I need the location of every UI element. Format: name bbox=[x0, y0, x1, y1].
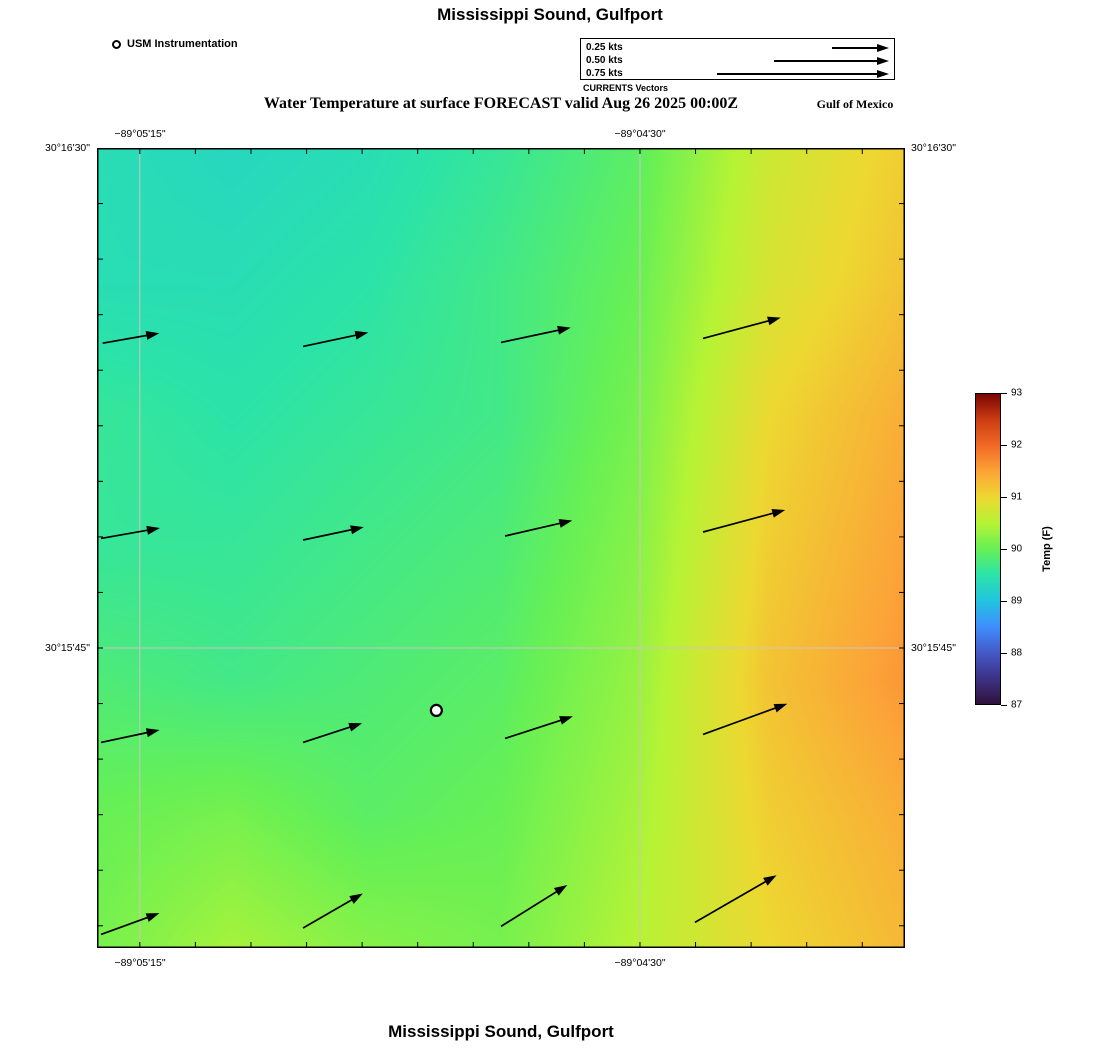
map-area bbox=[97, 148, 905, 948]
current-vector-head bbox=[771, 508, 786, 518]
current-vector-shaft bbox=[100, 529, 150, 540]
current-vector-head bbox=[773, 703, 788, 713]
currents-legend-label: 0.75 kts bbox=[586, 68, 623, 79]
current-vector-head bbox=[553, 884, 568, 896]
current-vector-head bbox=[558, 519, 573, 528]
current-vector-shaft bbox=[702, 319, 771, 340]
current-vector-head bbox=[145, 728, 160, 738]
colorbar-tick-label: 91 bbox=[1011, 491, 1023, 503]
current-vector-head bbox=[557, 325, 571, 335]
station-legend-label: USM Instrumentation bbox=[127, 38, 238, 50]
current-vector-shaft bbox=[100, 916, 150, 936]
colorbar-gradient bbox=[975, 393, 1001, 705]
axis-label-lon-top-1: −89°05'15" bbox=[114, 128, 166, 140]
current-vector-head bbox=[145, 331, 160, 340]
axis-label-lon-bottom-1: −89°05'15" bbox=[114, 957, 166, 969]
current-vector-shaft bbox=[102, 334, 149, 345]
current-vector-shaft bbox=[500, 329, 561, 344]
current-vector-shaft bbox=[302, 333, 358, 348]
map-overlay bbox=[97, 148, 905, 948]
current-vector-shaft bbox=[500, 890, 559, 928]
current-vector-shaft bbox=[302, 898, 354, 929]
colorbar-tick-label: 89 bbox=[1011, 595, 1023, 607]
forecast-subtitle: Water Temperature at surface FORECAST va… bbox=[263, 95, 739, 112]
colorbar-tick-label: 87 bbox=[1011, 699, 1023, 711]
current-vector-shaft bbox=[302, 528, 354, 541]
colorbar-tick-label: 88 bbox=[1011, 647, 1023, 659]
colorbar-tick bbox=[1001, 652, 1007, 654]
station-marker-icon bbox=[112, 39, 121, 49]
colorbar-tick bbox=[1001, 496, 1007, 498]
currents-legend-arrow-head bbox=[877, 56, 889, 65]
current-vector-shaft bbox=[702, 512, 775, 533]
current-vector-head bbox=[350, 525, 364, 535]
currents-legend-arrow-shaft bbox=[716, 73, 879, 75]
temperature-heatmap bbox=[97, 148, 905, 948]
current-vector-head bbox=[559, 716, 573, 725]
currents-legend-box: 0.25 kts 0.50 kts 0.75 kts bbox=[580, 38, 895, 80]
region-label: Gulf of Mexico bbox=[816, 97, 894, 111]
station-marker bbox=[429, 703, 443, 718]
page-title: Mississippi Sound, Gulfport bbox=[437, 5, 663, 24]
currents-legend-arrow-shaft bbox=[774, 60, 879, 62]
colorbar-title: Temp (F) bbox=[1041, 526, 1053, 572]
current-vector-head bbox=[145, 913, 160, 922]
colorbar-tick bbox=[1001, 548, 1007, 550]
axis-label-lat-left-2: 30°15'45" bbox=[45, 642, 90, 654]
currents-legend-label: 0.50 kts bbox=[586, 55, 623, 66]
colorbar-tick bbox=[1001, 704, 1007, 706]
current-vector-head bbox=[146, 525, 160, 535]
colorbar-tick-label: 90 bbox=[1011, 543, 1023, 555]
map-frame bbox=[97, 148, 905, 948]
currents-legend-arrow-shaft bbox=[831, 47, 879, 49]
current-vector-shaft bbox=[100, 731, 149, 744]
axis-label-lat-left-1: 30°16'30" bbox=[45, 142, 90, 154]
axis-label-lon-bottom-2: −89°04'30" bbox=[614, 957, 666, 969]
current-vector-shaft bbox=[504, 718, 563, 740]
currents-legend-arrow-head bbox=[877, 69, 889, 78]
current-vector-shaft bbox=[504, 522, 562, 537]
colorbar-tick-label: 92 bbox=[1011, 439, 1023, 451]
currents-legend-title: CURRENTS Vectors bbox=[583, 83, 669, 93]
colorbar-tick bbox=[1001, 444, 1007, 446]
current-vector-head bbox=[767, 316, 781, 326]
colorbar-tick bbox=[1001, 600, 1007, 602]
current-vector-shaft bbox=[302, 725, 352, 744]
axis-label-lon-top-2: −89°04'30" bbox=[614, 128, 666, 140]
currents-legend-label: 0.25 kts bbox=[586, 42, 623, 53]
current-vector-shaft bbox=[694, 880, 768, 924]
current-vector-head bbox=[349, 893, 363, 904]
current-vector-shaft bbox=[702, 706, 778, 736]
station-legend: USM Instrumentation bbox=[112, 38, 238, 50]
current-vector-head bbox=[348, 722, 363, 732]
colorbar-tick-label: 93 bbox=[1011, 387, 1023, 399]
currents-legend-arrow-head bbox=[877, 43, 889, 52]
bottom-title: Mississippi Sound, Gulfport bbox=[388, 1022, 614, 1041]
current-vector-head bbox=[354, 330, 369, 340]
colorbar-tick bbox=[1001, 392, 1007, 394]
current-vector-head bbox=[763, 875, 777, 886]
axis-label-lat-right-2: 30°15'45" bbox=[911, 642, 956, 654]
axis-label-lat-right-1: 30°16'30" bbox=[911, 142, 956, 154]
